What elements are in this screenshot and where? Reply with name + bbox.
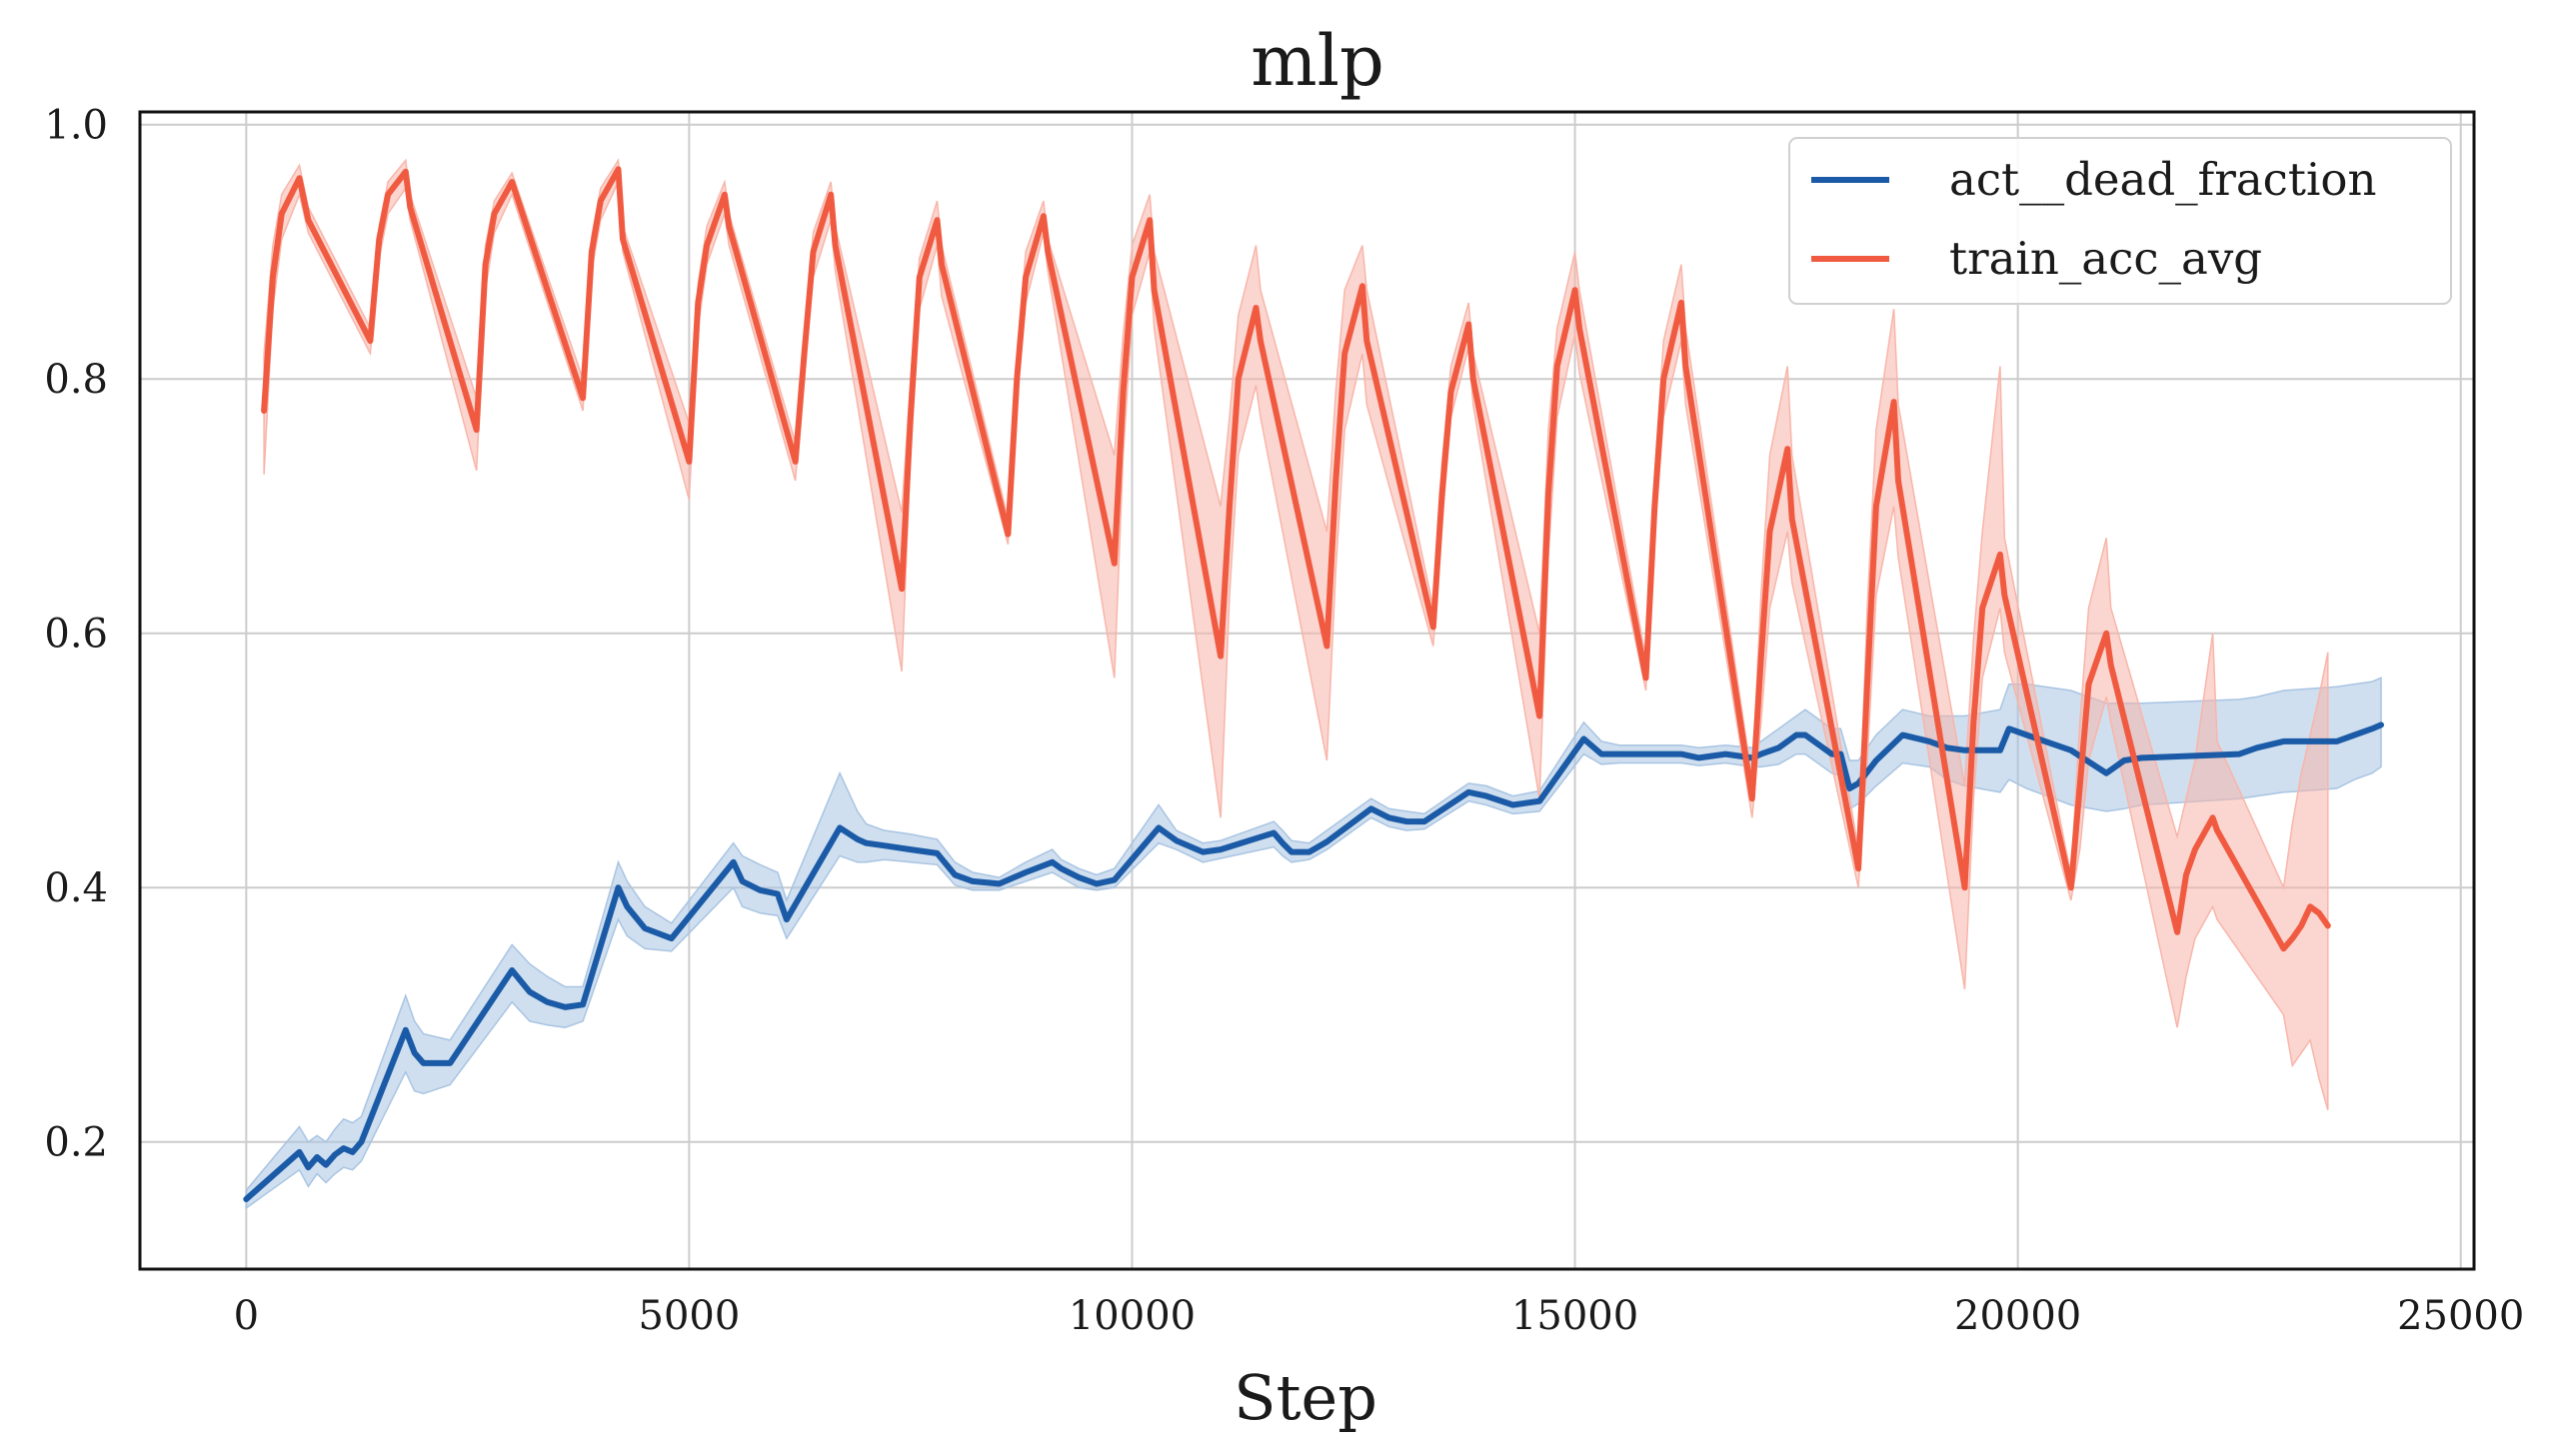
x-tick-label: 0 xyxy=(234,1293,259,1339)
x-tick-label: 5000 xyxy=(639,1293,741,1339)
legend: act__dead_fraction train_acc_avg xyxy=(1788,137,2452,305)
y-tick-label: 0.8 xyxy=(44,357,108,403)
series-line xyxy=(261,166,2331,952)
legend-label: train_acc_avg xyxy=(1949,232,2262,285)
legend-box xyxy=(1788,137,2452,305)
series-lines xyxy=(243,166,2384,1202)
plot-frame xyxy=(138,110,2476,1271)
chart-title: mlp xyxy=(1251,20,1384,102)
y-tick-label: 1.0 xyxy=(44,103,108,149)
y-axis-ticks: 0.2 0.4 0.6 0.8 1.0 xyxy=(44,103,108,1166)
series-band xyxy=(245,677,2382,1210)
x-tick-label: 15000 xyxy=(1511,1293,1638,1339)
x-axis-label: Step xyxy=(1234,1361,1377,1434)
x-tick-label: 25000 xyxy=(2397,1293,2524,1339)
y-tick-label: 0.4 xyxy=(44,865,108,911)
legend-label: act__dead_fraction xyxy=(1949,153,2376,206)
x-tick-label: 20000 xyxy=(1954,1293,2081,1339)
x-tick-label: 10000 xyxy=(1069,1293,1196,1339)
y-tick-label: 0.2 xyxy=(44,1120,108,1166)
x-axis-ticks: 0 5000 10000 15000 20000 25000 xyxy=(234,1293,2525,1339)
y-tick-label: 0.6 xyxy=(44,612,108,658)
